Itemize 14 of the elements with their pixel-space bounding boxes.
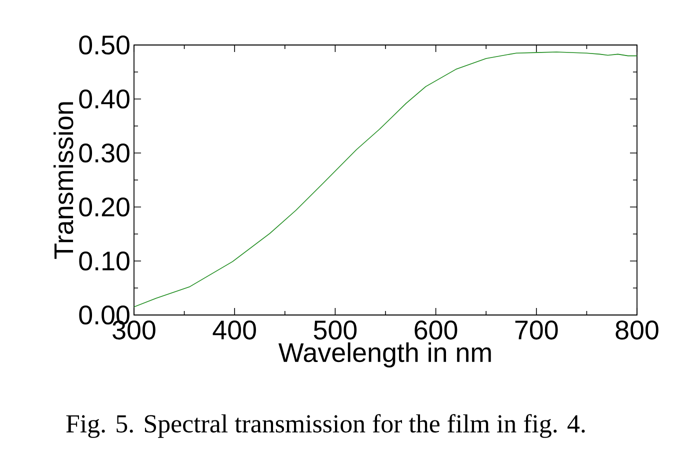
x-axis-title: Wavelength in nm [278,342,491,368]
y-tick-label: 0.10 [79,251,130,271]
y-tick-label: 0.30 [79,143,130,163]
x-tick-label: 700 [515,320,558,340]
y-tick-label: 0.50 [79,35,130,55]
x-tick-label: 500 [314,320,357,340]
x-tick-label: 600 [414,320,458,340]
x-tick-label: 400 [212,320,256,340]
caption: Fig. 5. Spectral transmission for the film in fig. 4. [66,414,585,438]
y-tick-label: 0.40 [79,89,130,109]
y-axis-title: Transmission [54,102,74,259]
y-tick-label: 0.20 [79,197,130,217]
x-tick-label: 800 [616,320,658,340]
line-series [134,52,638,308]
